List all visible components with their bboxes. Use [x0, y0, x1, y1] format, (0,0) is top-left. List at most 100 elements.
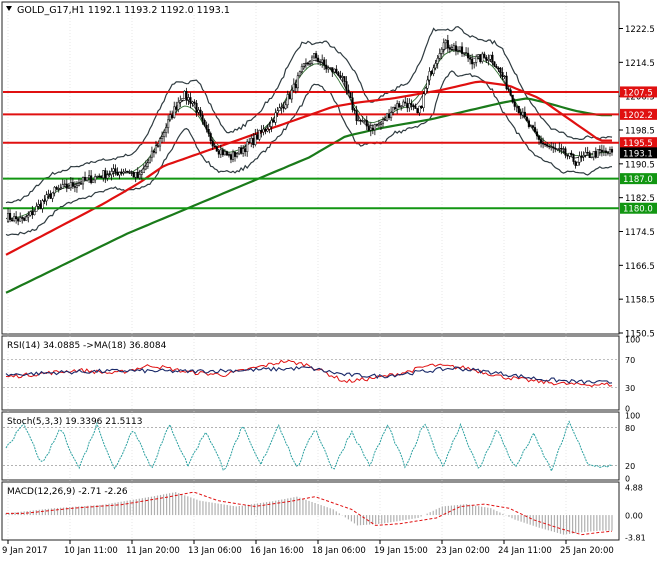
- candle-body: [193, 101, 196, 104]
- candle-body: [165, 127, 168, 133]
- candle-body: [525, 116, 528, 121]
- candle-body: [203, 119, 206, 126]
- candle-body: [432, 67, 435, 74]
- candle-body: [219, 149, 222, 155]
- candle-body: [45, 194, 48, 202]
- candle-body: [361, 120, 364, 122]
- candle-body: [183, 91, 186, 99]
- indicator-line: [5, 420, 613, 473]
- candle-body: [110, 171, 113, 175]
- candle-body: [584, 151, 587, 156]
- x-tick-label: 19 Jan 15:00: [374, 546, 428, 556]
- candle-body: [456, 50, 460, 52]
- candle-body: [392, 107, 395, 113]
- candle-body: [550, 146, 553, 148]
- candle-body: [33, 211, 36, 216]
- candle-body: [554, 147, 557, 150]
- candle-body: [604, 150, 607, 153]
- candle-body: [77, 183, 81, 186]
- candle-body: [548, 145, 551, 148]
- candle-body: [179, 100, 182, 103]
- candle-body: [359, 120, 362, 122]
- candle-body: [317, 57, 320, 62]
- candle-body: [213, 145, 216, 148]
- candle-body: [333, 68, 336, 73]
- candle-body: [481, 53, 484, 62]
- candle-body: [266, 128, 269, 132]
- candle-body: [544, 143, 547, 146]
- indicator-line: [5, 359, 613, 388]
- price-label-box: [620, 147, 657, 159]
- x-tick-label: 11 Jan 20:00: [126, 546, 180, 556]
- indicator-tick-label: 30: [625, 384, 635, 393]
- candle-body: [351, 97, 354, 110]
- candle-body: [306, 62, 310, 65]
- candle-body: [167, 119, 170, 129]
- candle-body: [598, 149, 601, 151]
- candle-body: [258, 130, 261, 140]
- candle-body: [503, 75, 506, 78]
- price-label-text: 1180.0: [623, 205, 653, 215]
- candle-body: [108, 174, 111, 176]
- candle-body: [59, 188, 62, 190]
- candle-body: [408, 103, 411, 109]
- candle-body: [292, 83, 295, 91]
- y-tick-label: 1206.5: [625, 93, 655, 103]
- candle-body: [262, 128, 265, 133]
- candle-body: [375, 124, 378, 126]
- candle-body: [61, 184, 64, 189]
- candle-body: [51, 192, 54, 199]
- candle-body: [531, 125, 535, 128]
- candle-body: [138, 174, 141, 179]
- y-tick-label: 1150.5: [625, 330, 655, 340]
- x-tick-label: 18 Jan 06:00: [312, 546, 366, 556]
- candle-body: [572, 154, 575, 162]
- candle-body: [327, 67, 330, 70]
- candle-body: [347, 89, 350, 94]
- candle-body: [388, 113, 391, 119]
- x-tick-label: 13 Jan 06:00: [188, 546, 242, 556]
- candle-body: [185, 91, 188, 101]
- candle-body: [122, 171, 125, 174]
- y-tick-label: 1214.5: [625, 59, 655, 69]
- candle-body: [240, 147, 243, 154]
- candle-body: [252, 137, 255, 145]
- candle-body: [35, 205, 38, 212]
- candle-body: [90, 175, 93, 183]
- candle-body: [55, 187, 58, 190]
- indicator-tick-label: 80: [625, 424, 635, 433]
- candle-body: [580, 155, 583, 158]
- candle-body: [187, 97, 190, 101]
- candle-body: [369, 127, 372, 131]
- candle-body: [517, 106, 520, 114]
- collapse-triangle-icon[interactable]: [6, 6, 12, 11]
- candle-body: [233, 151, 237, 157]
- candle-body: [501, 72, 504, 77]
- candle-body: [92, 179, 95, 183]
- candle-body: [229, 154, 233, 160]
- candle-body: [542, 142, 545, 145]
- candle-body: [124, 170, 127, 173]
- candle-body: [169, 114, 172, 121]
- candle-body: [158, 138, 162, 147]
- candle-body: [546, 144, 549, 147]
- candle-body: [608, 149, 612, 154]
- candle-body: [69, 182, 72, 189]
- candle-body: [582, 155, 585, 157]
- price-label-text: 1187.0: [623, 175, 653, 185]
- candle-body: [276, 110, 279, 114]
- candle-body: [308, 63, 312, 65]
- candle-body: [475, 56, 478, 63]
- candle-body: [471, 59, 474, 65]
- candle-body: [606, 152, 609, 154]
- candle-body: [13, 216, 16, 222]
- candle-body: [345, 81, 348, 91]
- candle-body: [75, 185, 78, 188]
- candle-body: [396, 103, 399, 110]
- candle-body: [329, 67, 332, 69]
- candle-body: [521, 111, 524, 116]
- candle-body: [49, 193, 52, 199]
- y-tick-label: 1190.5: [625, 160, 655, 170]
